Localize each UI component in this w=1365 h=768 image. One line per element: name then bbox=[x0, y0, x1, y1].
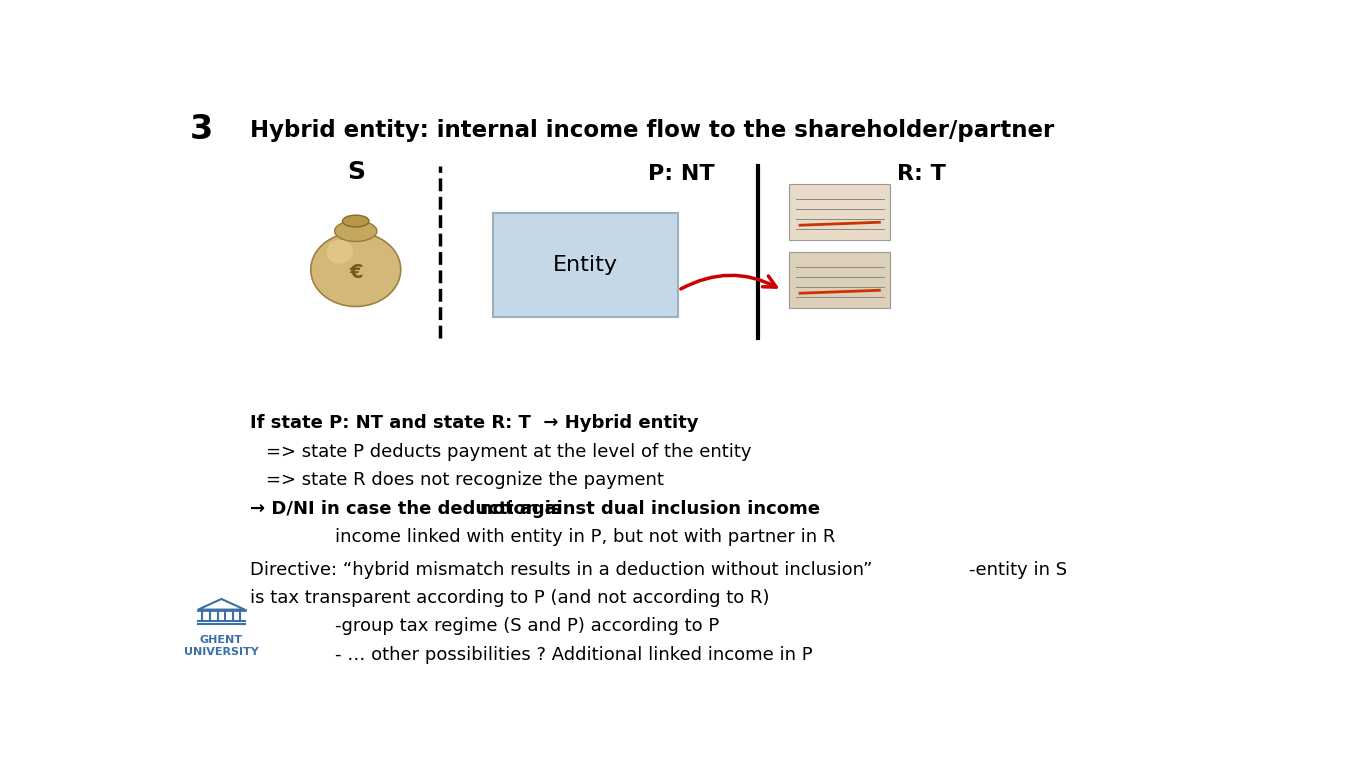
Text: -group tax regime (S and P) according to P: -group tax regime (S and P) according to… bbox=[334, 617, 719, 635]
Text: P: NT: P: NT bbox=[648, 164, 714, 184]
FancyBboxPatch shape bbox=[789, 184, 890, 240]
Text: is tax transparent according to P (and not according to R): is tax transparent according to P (and n… bbox=[250, 589, 770, 607]
Text: => state P deducts payment at the level of the entity: => state P deducts payment at the level … bbox=[266, 443, 751, 461]
Ellipse shape bbox=[311, 233, 401, 306]
Text: - … other possibilities ? Additional linked income in P: - … other possibilities ? Additional lin… bbox=[334, 646, 812, 664]
Text: not against dual inclusion income: not against dual inclusion income bbox=[480, 500, 820, 518]
Text: Hybrid entity: internal income flow to the shareholder/partner: Hybrid entity: internal income flow to t… bbox=[250, 119, 1054, 142]
Text: If state P: NT and state R: T  → Hybrid entity: If state P: NT and state R: T → Hybrid e… bbox=[250, 415, 699, 432]
Ellipse shape bbox=[334, 220, 377, 241]
Ellipse shape bbox=[343, 215, 369, 227]
Text: => state R does not recognize the payment: => state R does not recognize the paymen… bbox=[266, 472, 663, 489]
Text: R: T: R: T bbox=[897, 164, 946, 184]
Text: Directive: “hybrid mismatch results in a deduction without inclusion”: Directive: “hybrid mismatch results in a… bbox=[250, 561, 872, 578]
Text: S: S bbox=[347, 160, 364, 184]
Text: Entity: Entity bbox=[553, 255, 618, 275]
Text: 3: 3 bbox=[190, 113, 213, 146]
Text: -entity in S: -entity in S bbox=[969, 561, 1067, 578]
Text: GHENT: GHENT bbox=[199, 635, 243, 645]
FancyBboxPatch shape bbox=[789, 252, 890, 308]
Text: UNIVERSITY: UNIVERSITY bbox=[184, 647, 259, 657]
Text: income linked with entity in P, but not with partner in R: income linked with entity in P, but not … bbox=[334, 528, 835, 546]
Ellipse shape bbox=[326, 240, 354, 263]
Text: €: € bbox=[349, 263, 363, 282]
Text: → D/NI in case the deduction is: → D/NI in case the deduction is bbox=[250, 500, 568, 518]
FancyBboxPatch shape bbox=[493, 214, 678, 317]
